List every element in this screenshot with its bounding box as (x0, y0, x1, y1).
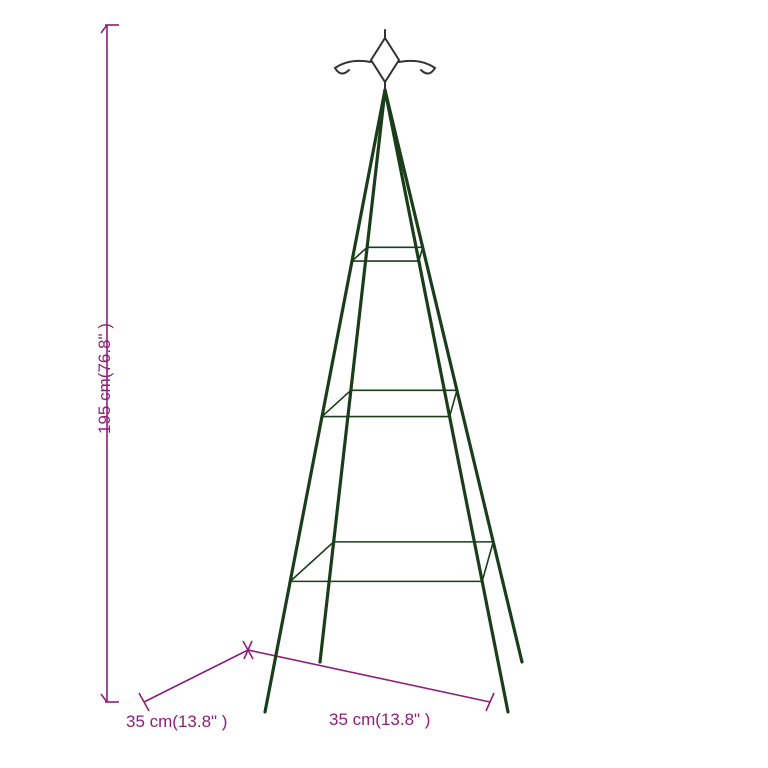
depth-dimension-label: 35 cm(13.8" ) (126, 712, 227, 732)
diagram-canvas: 195 cm(76.8" ) 35 cm(13.8" ) 35 cm(13.8"… (0, 0, 768, 768)
height-dimension-label: 195 cm(76.8" ) (95, 323, 115, 434)
width-dimension-label: 35 cm(13.8" ) (329, 710, 430, 730)
obelisk-structure (0, 0, 768, 768)
